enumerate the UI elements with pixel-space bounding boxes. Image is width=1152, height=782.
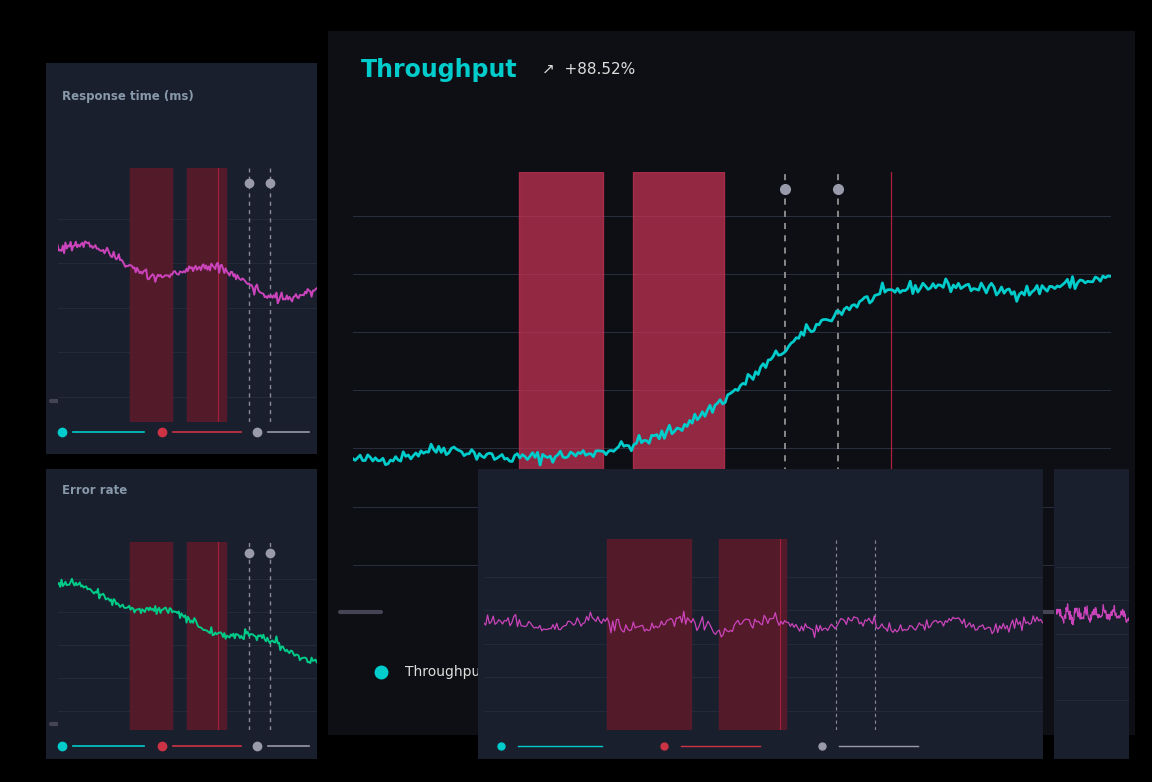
Bar <box>607 539 690 730</box>
Text: Throughput: Throughput <box>361 58 517 82</box>
Bar <box>187 541 226 730</box>
Bar <box>632 172 723 608</box>
Bar <box>187 168 226 422</box>
Bar <box>520 172 602 608</box>
Bar <box>719 539 786 730</box>
Text: Throughput: Throughput <box>406 665 486 679</box>
Text: Critical Violations: Critical Violations <box>619 665 740 679</box>
Bar <box>130 168 172 422</box>
Text: Deployments: Deployments <box>861 665 953 679</box>
Text: Response time (ms): Response time (ms) <box>62 90 194 103</box>
Text: ↗  +88.52%: ↗ +88.52% <box>541 63 635 77</box>
Text: Error rate: Error rate <box>62 483 128 497</box>
Bar <box>130 541 172 730</box>
